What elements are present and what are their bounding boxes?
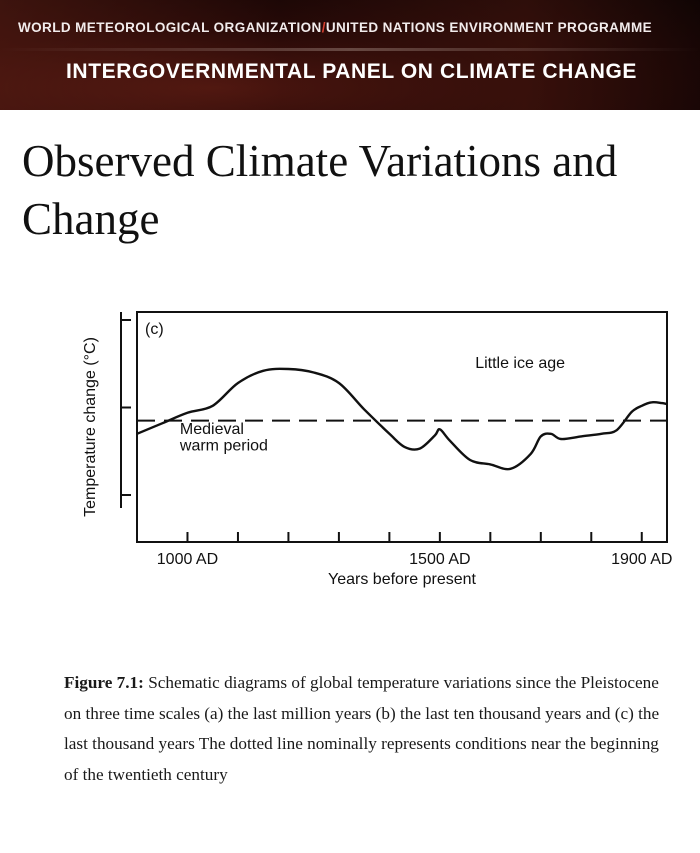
chart-annotation: Medieval <box>180 421 244 438</box>
caption-label: Figure 7.1: <box>64 673 144 692</box>
x-tick-label: 1900 AD <box>611 551 672 568</box>
panel-label: (c) <box>145 321 164 338</box>
y-axis-label: Temperature change (°C) <box>82 337 99 517</box>
org-unep: UNITED NATIONS ENVIRONMENT PROGRAMME <box>325 20 652 35</box>
org-wmo: WORLD METEOROLOGICAL ORGANIZATION <box>18 20 322 35</box>
organization-line: WORLD METEOROLOGICAL ORGANIZATION/UNITED… <box>18 20 652 35</box>
x-tick-label: 1000 AD <box>157 551 218 568</box>
header-banner: WORLD METEOROLOGICAL ORGANIZATION/UNITED… <box>0 0 700 110</box>
plot-frame <box>136 311 668 543</box>
caption-text: Schematic diagrams of global temperature… <box>64 673 660 784</box>
temperature-series-line <box>136 367 668 471</box>
figure-caption: Figure 7.1: Schematic diagrams of global… <box>64 668 674 790</box>
temperature-chart: 1000 AD 1500 AD 1900 AD Years before presen… <box>82 311 672 588</box>
panel-name: INTERGOVERNMENTAL PANEL ON CLIMATE CHANG… <box>66 60 637 83</box>
chart-axes <box>120 311 668 543</box>
org-separator: / <box>321 20 326 35</box>
chart-annotation: Little ice age <box>475 355 565 372</box>
page-title: Observed Climate Variations and Change <box>22 136 618 244</box>
x-tick-label: 1500 AD <box>409 551 470 568</box>
x-axis-label: Years before present <box>328 571 477 588</box>
chart-annotation: warm period <box>179 437 268 454</box>
